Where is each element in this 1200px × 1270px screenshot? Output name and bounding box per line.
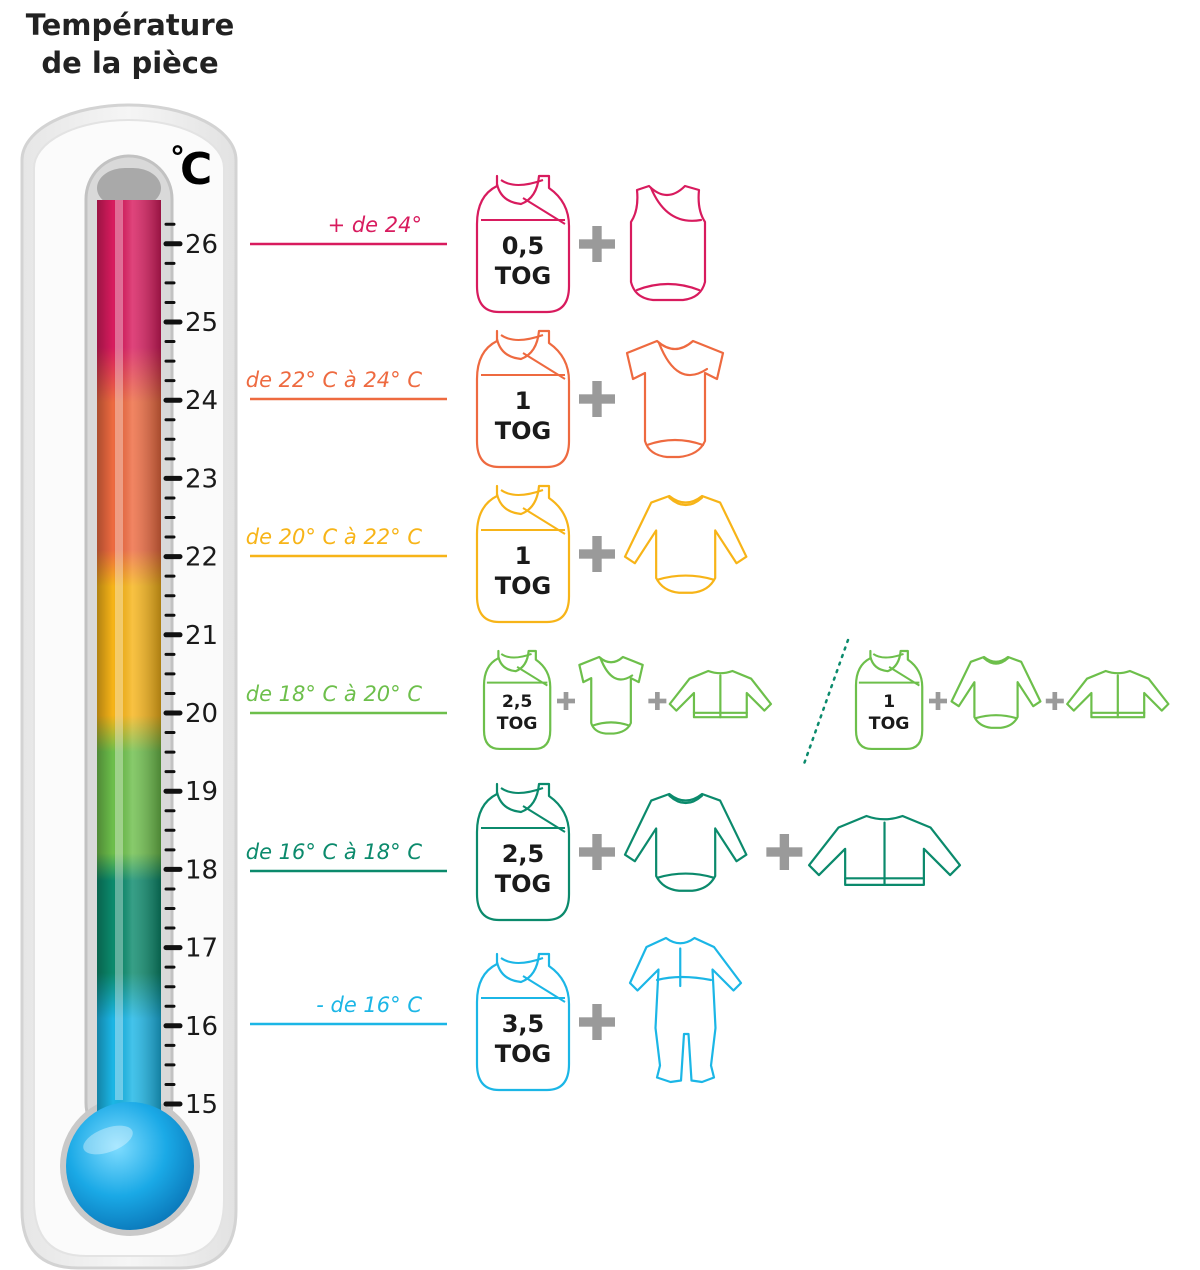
tick-label-23: 23 bbox=[185, 464, 218, 494]
tog-value: 1 bbox=[515, 387, 532, 415]
tog-unit: TOG bbox=[495, 572, 551, 600]
long-sleeve-bodysuit-icon bbox=[950, 655, 1042, 729]
tog-value: 1 bbox=[515, 542, 532, 570]
short-sleeve-wrap-bodysuit-icon bbox=[578, 655, 644, 735]
tick-label-26: 26 bbox=[185, 230, 218, 260]
chart-title: Température de la pièce bbox=[10, 6, 250, 82]
plus-icon bbox=[579, 1004, 615, 1040]
tick-label-17: 17 bbox=[185, 934, 218, 964]
thermometer-glass-top bbox=[97, 168, 161, 208]
tick-label-15: 15 bbox=[185, 1090, 218, 1120]
unit-letter: C bbox=[180, 144, 212, 195]
tick-label-16: 16 bbox=[185, 1012, 218, 1042]
thermometer-column-shade bbox=[97, 200, 161, 1120]
tog-value: 0,5 bbox=[502, 232, 545, 260]
long-sleeve-bodysuit-icon bbox=[623, 792, 748, 892]
thermometer-scale: 15 16 17 18 19 20 21 22 23 24 25 26 bbox=[163, 222, 218, 1120]
sleeveless-bodysuit-icon bbox=[629, 184, 707, 302]
temperature-range-label: de 18° C à 20° C bbox=[246, 682, 423, 706]
cardigan-icon bbox=[1066, 669, 1170, 719]
tick-label-24: 24 bbox=[185, 386, 218, 416]
plus-icon bbox=[1045, 692, 1064, 710]
tog-unit: TOG bbox=[495, 417, 551, 445]
cardigan-icon bbox=[807, 814, 962, 886]
footed-pajamas-icon bbox=[628, 936, 743, 1084]
thermometer-highlight bbox=[115, 200, 123, 1100]
long-sleeve-bodysuit-icon bbox=[623, 494, 748, 594]
tog-value: 2,5 bbox=[502, 840, 545, 868]
plus-icon bbox=[579, 536, 615, 572]
title-line-2: de la pièce bbox=[41, 46, 219, 80]
tog-value: 2,5 bbox=[502, 692, 533, 712]
temperature-range-label: de 22° C à 24° C bbox=[246, 368, 423, 392]
tick-label-21: 21 bbox=[185, 621, 218, 651]
plus-icon bbox=[929, 692, 947, 710]
plus-icon bbox=[579, 381, 615, 417]
tog-unit: TOG bbox=[495, 262, 551, 290]
plus-icon bbox=[648, 692, 667, 710]
tog-unit: TOG bbox=[495, 1040, 551, 1068]
tick-label-18: 18 bbox=[185, 855, 218, 885]
temperature-range-label: de 20° C à 22° C bbox=[246, 525, 423, 549]
title-line-1: Température bbox=[25, 8, 235, 42]
plus-icon bbox=[557, 692, 575, 710]
tog-unit: TOG bbox=[869, 714, 910, 734]
tog-unit: TOG bbox=[497, 714, 538, 734]
tick-label-19: 19 bbox=[185, 777, 218, 807]
option-separator bbox=[802, 638, 850, 766]
tick-label-20: 20 bbox=[185, 699, 218, 729]
thermometer-bulb bbox=[66, 1102, 194, 1230]
tick-label-25: 25 bbox=[185, 308, 218, 338]
tick-label-22: 22 bbox=[185, 543, 218, 573]
temperature-range-label: + de 24° bbox=[328, 213, 422, 237]
tog-value: 3,5 bbox=[502, 1010, 545, 1038]
plus-icon bbox=[579, 834, 615, 870]
bulb-highlight bbox=[83, 1125, 133, 1155]
cardigan-icon bbox=[668, 669, 773, 719]
temperature-range-label: - de 16° C bbox=[316, 993, 422, 1017]
tog-value: 1 bbox=[883, 692, 895, 712]
temperature-range-label: de 16° C à 18° C bbox=[246, 840, 423, 864]
thermometer: ° C 15 16 17 18 19 20 21 22 23 24 25 26 bbox=[20, 103, 238, 1270]
plus-icon bbox=[579, 226, 615, 262]
short-sleeve-wrap-bodysuit-icon bbox=[625, 339, 725, 459]
tog-unit: TOG bbox=[495, 870, 551, 898]
plus-icon bbox=[766, 834, 803, 870]
unit-degree-symbol: ° bbox=[170, 141, 185, 176]
